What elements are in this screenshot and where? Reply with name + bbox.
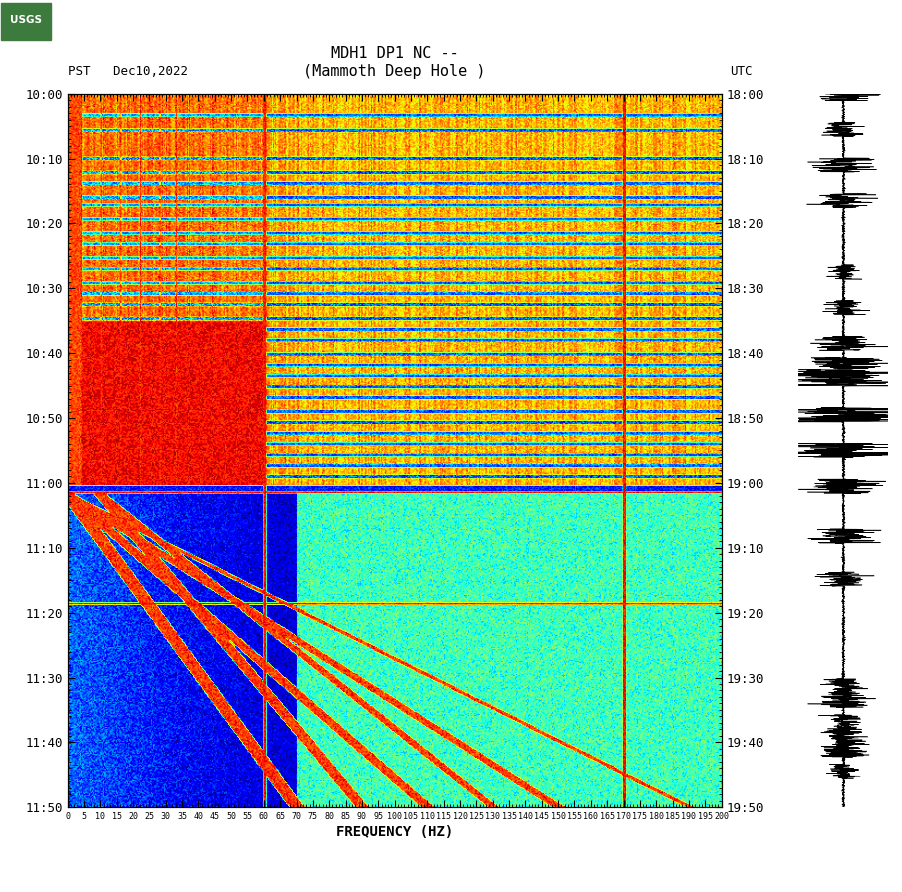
X-axis label: FREQUENCY (HZ): FREQUENCY (HZ): [336, 825, 453, 839]
Text: (Mammoth Deep Hole ): (Mammoth Deep Hole ): [303, 64, 486, 78]
Text: PST   Dec10,2022: PST Dec10,2022: [68, 65, 188, 78]
Text: MDH1 DP1 NC --: MDH1 DP1 NC --: [331, 46, 458, 61]
Text: UTC: UTC: [731, 65, 753, 78]
Text: USGS: USGS: [10, 14, 41, 25]
